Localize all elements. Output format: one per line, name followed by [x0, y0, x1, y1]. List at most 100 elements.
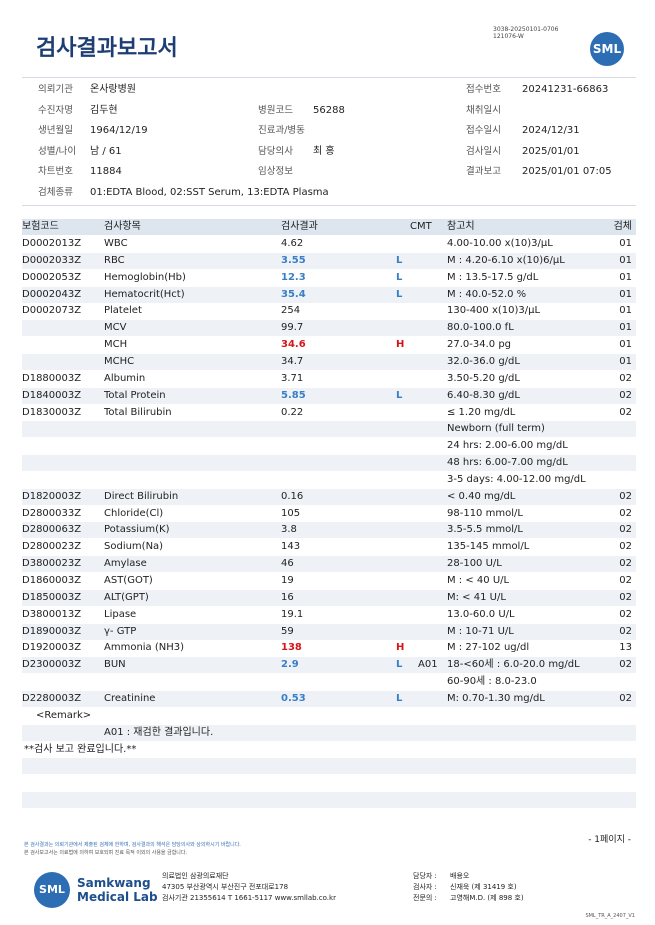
cell-result: 254: [281, 305, 301, 317]
cell-result: 4.62: [281, 238, 304, 249]
cell-specimen: 02: [619, 558, 632, 570]
cell-reference: 130-400 x(10)3/μL: [447, 305, 541, 317]
cell-reference: 135-145 mmol/L: [447, 541, 530, 553]
cell-specimen: 13: [619, 642, 632, 654]
staff-name: 신재욱 (제 31419 호): [450, 883, 517, 891]
doc-code: 3038-20250101-0706: [493, 26, 559, 33]
table-row: D3800013Z Lipase 19.1 13.0-60.0 U/L 02: [22, 607, 636, 623]
cell-reference: 3-5 days: 4.00-12.00 mg/dL: [447, 473, 586, 485]
cell-reference: < 0.40 mg/dL: [447, 490, 516, 502]
cell-specimen: 02: [619, 575, 632, 586]
cell-specimen: 01: [619, 305, 632, 317]
cell-code: D1860003Z: [22, 575, 82, 586]
table-row: D0002043Z Hematocrit(Hct) 35.4 L M : 40.0-52…: [22, 286, 636, 303]
cell-flag: H: [396, 339, 405, 351]
cell-name: Total Protein: [104, 389, 166, 401]
cell-name: BUN: [104, 659, 126, 671]
title: 검사결과보고서: [36, 36, 178, 61]
cell-result: 12.3: [281, 271, 306, 283]
cell-specimen: 02: [619, 591, 632, 603]
info-value: 01:EDTA Blood, 02:SST Serum, 13:EDTA Pla…: [90, 186, 329, 198]
footer-note: 본 검사보고서는 의료법에 의하여 보호되며 진료 목적 이외의 사용을 금합니…: [24, 850, 188, 856]
cell-reference: M : 4.20-6.10 x(10)6/μL: [447, 254, 565, 266]
cell-result: 2.9: [281, 659, 299, 671]
cell-reference: M : < 40 U/L: [447, 575, 510, 586]
empty-row: [22, 758, 636, 775]
cell-name: Hemoglobin(Hb): [104, 271, 186, 283]
info-label: 접수일시: [466, 125, 501, 136]
table-row: 60-90세 : 8.0-23.0: [22, 674, 636, 690]
info-value: 2024/12/31: [522, 125, 580, 136]
table-row: D2800033Z Chloride(Cl) 105 98-110 mmol/L 02: [22, 506, 636, 522]
cell-reference: M : 27-102 ug/dl: [447, 642, 530, 654]
cell-code: D3800013Z: [22, 608, 82, 620]
table-row: MCHC 34.7 32.0-36.0 g/dL 01: [22, 353, 636, 370]
cell-result: 19.1: [281, 608, 304, 620]
cell-result: 16: [281, 591, 294, 603]
info-value: 11884: [90, 166, 122, 177]
cell-specimen: 01: [619, 254, 632, 266]
cell-name: ALT(GPT): [104, 591, 149, 603]
cell-reference: M : 40.0-52.0 %: [447, 288, 527, 300]
cell-reference: 32.0-36.0 g/dL: [447, 355, 520, 367]
info-label: 의뢰기관: [38, 84, 73, 95]
cell-specimen: 02: [619, 659, 632, 671]
cell-specimen: 01: [619, 238, 632, 249]
empty-row: [22, 775, 636, 791]
info-label: 병원코드: [258, 104, 293, 116]
cell-specimen: 01: [619, 288, 632, 300]
cell-specimen: 02: [619, 507, 632, 519]
cell-code: D2280003Z: [22, 692, 82, 704]
cell-flag: L: [396, 271, 403, 283]
doc-code: 121076-W: [493, 33, 524, 40]
cell-reference: ≤ 1.20 mg/dL: [447, 406, 516, 418]
info-label: 차트번호: [38, 166, 73, 177]
cell-name: Potassium(K): [104, 524, 170, 536]
cell-result: 0.16: [281, 490, 304, 502]
info-value: 남 / 61: [90, 145, 122, 157]
cell-name: Amylase: [104, 558, 147, 570]
info-value: 온사랑병원: [90, 84, 136, 95]
table-row: 24 hrs: 2.00-6.00 mg/dL: [22, 438, 636, 454]
cell-result: 0.53: [281, 692, 306, 704]
table-row: D2800023Z Sodium(Na) 143 135-145 mmol/L 02: [22, 539, 636, 555]
cell-reference: M : 13.5-17.5 g/dL: [447, 271, 539, 283]
cell-result: 3.8: [281, 524, 297, 536]
staff-name: 배용오: [450, 872, 470, 880]
column-header: CMT: [410, 221, 432, 232]
table-row: D2300003Z BUN 2.9 L A01 18-<60세 : 6.0-20.0 mg…: [22, 657, 636, 674]
cell-flag: H: [396, 642, 405, 654]
info-label: 임상정보: [258, 166, 293, 177]
cell-specimen: 01: [619, 271, 632, 283]
table-row: D1820003Z Direct Bilirubin 0.16 < 0.40 mg/d…: [22, 488, 636, 505]
table-row: D2800063Z Potassium(K) 3.8 3.5-5.5 mmol/L 02: [22, 522, 636, 539]
cell-reference: 48 hrs: 6.00-7.00 mg/dL: [447, 457, 568, 469]
footer-note: 본 검사결과는 의뢰기관에서 제출된 검체에 한하며, 검사결과의 해석은 담당…: [24, 842, 241, 848]
empty-row: [22, 809, 636, 825]
column-header: 참고치: [447, 221, 475, 232]
cell-reference: Newborn (full term): [447, 423, 545, 435]
cell-name: Hematocrit(Hct): [104, 288, 185, 300]
cell-result: 5.85: [281, 389, 306, 401]
table-row: D1920003Z Ammonia (NH3) 138 H M : 27-102 ug/…: [22, 640, 636, 656]
table-row: D2280003Z Creatinine 0.53 L M: 0.70-1.30 mg/…: [22, 690, 636, 707]
cell-reference: 3.50-5.20 g/dL: [447, 372, 520, 384]
cell-code: D2800023Z: [22, 541, 82, 553]
cell-result: 143: [281, 541, 301, 553]
cell-code: D1890003Z: [22, 625, 82, 637]
cell-result: 105: [281, 507, 301, 519]
cell-result: 46: [281, 558, 294, 570]
table-row: D1880003Z Albumin 3.71 3.50-5.20 g/dL 02: [22, 371, 636, 387]
table-row: D1890003Z γ- GTP 59 M : 10-71 U/L 02: [22, 623, 636, 640]
table-row: MCV 99.7 80.0-100.0 fL 01: [22, 320, 636, 337]
cell-specimen: 02: [619, 372, 632, 384]
remark-title: <Remark>: [36, 709, 92, 721]
table-row: D1840003Z Total Protein 5.85 L 6.40-8.30 g/d…: [22, 387, 636, 404]
cell-name: MCH: [104, 339, 128, 351]
info-label: 결과보고: [466, 166, 501, 177]
table-row: D3800023Z Amylase 46 28-100 U/L 02: [22, 556, 636, 573]
info-label: 성별/나이: [38, 145, 77, 157]
cell-reference: 24 hrs: 2.00-6.00 mg/dL: [447, 440, 568, 452]
logo: SML: [590, 32, 624, 66]
